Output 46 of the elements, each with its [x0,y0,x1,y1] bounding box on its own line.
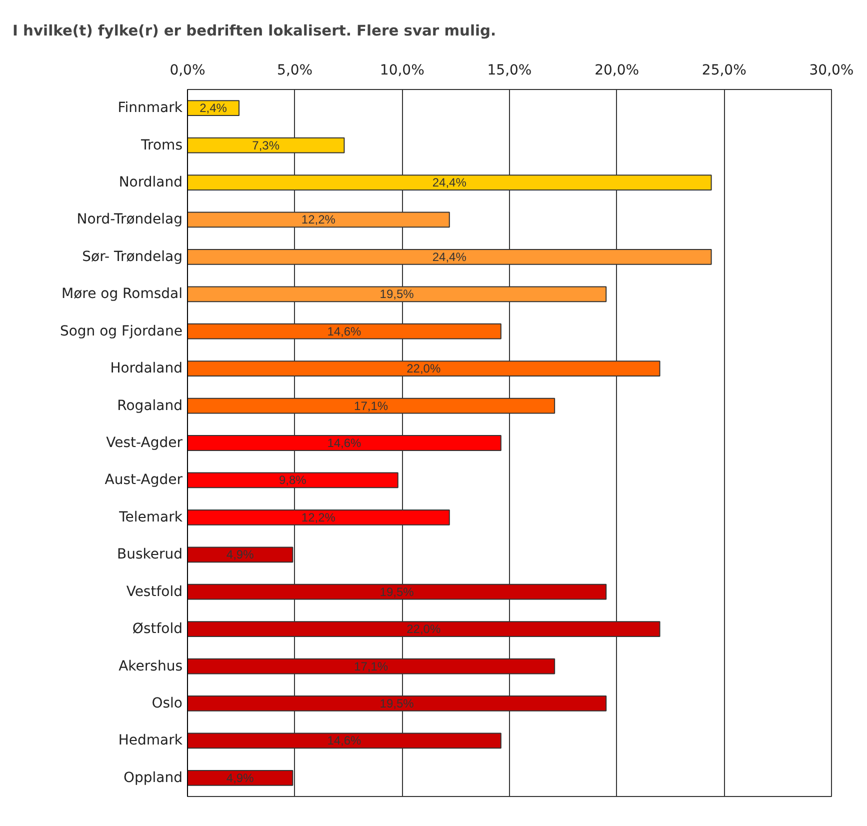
chart-title: I hvilke(t) fylke(r) er bedriften lokalisert. Flere svar mulig. [12,22,496,40]
x-tick-label: 0,0% [170,62,206,78]
y-tick-label: Aust-Agder [104,472,183,488]
data-label: 19,5% [380,584,414,599]
y-tick-label: Østfold [132,621,183,638]
data-label: 14,6% [327,734,362,748]
x-tick-label: 15,0% [487,62,532,78]
y-tick-label: Buskerud [116,546,183,563]
x-tick-label: 20,0% [594,62,640,78]
data-label: 22,0% [406,362,441,376]
y-tick-label: Oslo [152,695,183,712]
x-tick-label: 10,0% [380,62,424,78]
y-tick-label: Vest-Agder [106,435,183,451]
y-tick-label: Vestfold [126,584,183,600]
y-tick-label: Oppland [123,770,183,786]
y-tick-label: Nord-Trøndelag [76,212,183,228]
data-label: 12,2% [301,212,336,227]
x-tick-label: 30,0% [809,62,854,78]
y-tick-label: Hedmark [118,732,184,749]
data-label: 14,6% [327,436,362,450]
data-label: 19,5% [380,696,414,710]
y-tick-label: Rogaland [117,398,182,414]
y-tick-label: Hordaland [110,360,182,377]
data-label: 19,5% [380,287,414,302]
data-label: 17,1% [354,659,388,674]
data-label: 7,3% [252,138,280,152]
y-tick-label: Telemark [118,509,184,526]
data-label: 14,6% [327,324,362,338]
y-tick-label: Troms [140,137,183,154]
data-label: 22,0% [406,622,441,636]
x-tick-label: 5,0% [277,62,313,78]
data-label: 9,8% [279,473,307,488]
y-tick-label: Finnmark [118,100,184,116]
y-tick-label: Nordland [118,174,183,191]
data-label: 24,4% [432,176,467,190]
data-label: 17,1% [354,398,388,413]
data-label: 12,2% [301,510,336,524]
data-label: 4,9% [226,548,254,562]
data-label: 4,9% [226,770,254,785]
y-tick-label: Sogn og Fjordane [60,323,183,340]
y-tick-label: Sør- Trøndelag [82,248,182,265]
y-tick-label: Akershus [118,658,182,674]
data-label: 2,4% [200,101,228,116]
x-tick-label: 25,0% [702,62,746,78]
y-tick-label: Møre og Romsdal [61,286,183,302]
data-label: 24,4% [432,250,467,264]
